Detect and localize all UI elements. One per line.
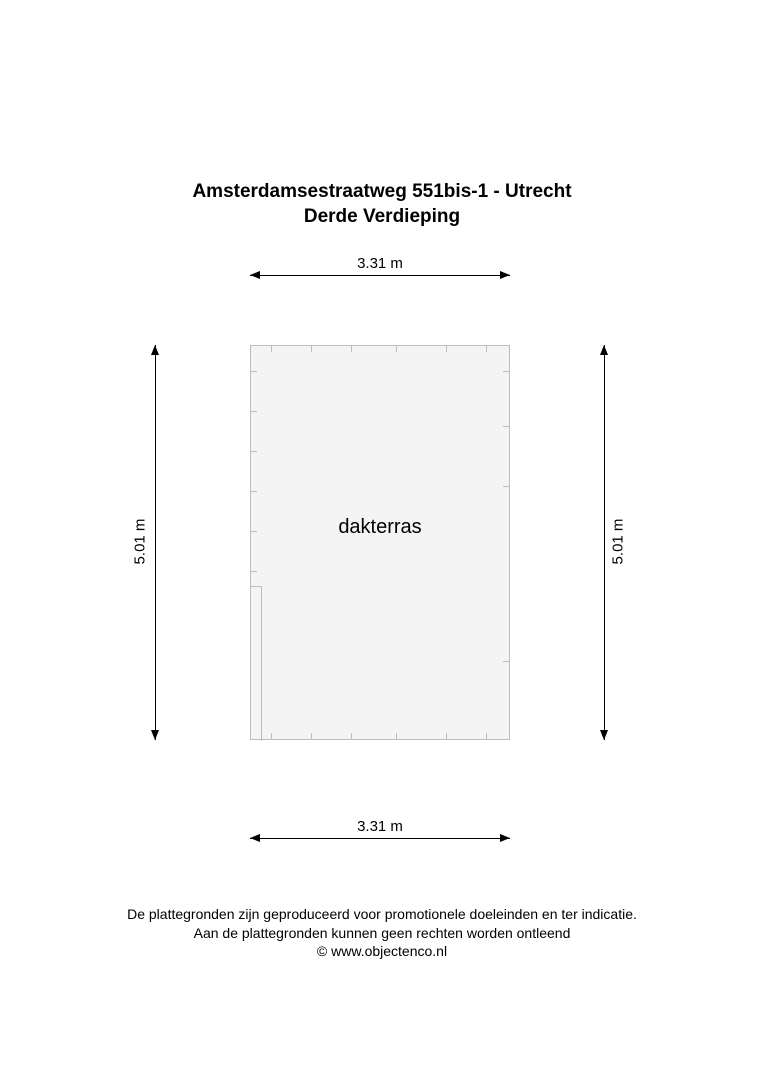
disclaimer-line3: © www.objectenco.nl bbox=[0, 942, 764, 960]
dim-bottom-line bbox=[250, 838, 510, 839]
dim-right-line bbox=[604, 345, 605, 740]
arrow-head-icon bbox=[151, 730, 159, 740]
title-block: Amsterdamsestraatweg 551bis-1 - Utrecht … bbox=[0, 180, 764, 229]
arrow-head-icon bbox=[600, 345, 608, 355]
dim-right-label: 5.01 m bbox=[610, 512, 627, 572]
dim-bottom-label: 3.31 m bbox=[250, 818, 510, 835]
title-line2: Derde Verdieping bbox=[0, 205, 764, 230]
room-dakterras: dakterras bbox=[250, 345, 510, 740]
inner-wall bbox=[261, 586, 262, 741]
title-line1: Amsterdamsestraatweg 551bis-1 - Utrecht bbox=[0, 180, 764, 205]
floorplan-diagram: 3.31 m 5.01 m 5.01 m dakterras bbox=[0, 265, 764, 895]
disclaimer-line1: De plattegronden zijn geproduceerd voor … bbox=[0, 905, 764, 923]
dim-left-label: 5.01 m bbox=[132, 512, 149, 572]
dim-top-label: 3.31 m bbox=[250, 255, 510, 272]
arrow-head-icon bbox=[250, 834, 260, 842]
room-label: dakterras bbox=[338, 516, 421, 539]
dim-top-line bbox=[250, 275, 510, 276]
arrow-head-icon bbox=[250, 271, 260, 279]
arrow-head-icon bbox=[600, 730, 608, 740]
arrow-head-icon bbox=[500, 271, 510, 279]
arrow-head-icon bbox=[500, 834, 510, 842]
dim-left-line bbox=[155, 345, 156, 740]
disclaimer-line2: Aan de plattegronden kunnen geen rechten… bbox=[0, 924, 764, 942]
arrow-head-icon bbox=[151, 345, 159, 355]
inner-wall bbox=[251, 586, 261, 587]
disclaimer-block: De plattegronden zijn geproduceerd voor … bbox=[0, 905, 764, 960]
floorplan-page: Amsterdamsestraatweg 551bis-1 - Utrecht … bbox=[0, 0, 764, 1080]
